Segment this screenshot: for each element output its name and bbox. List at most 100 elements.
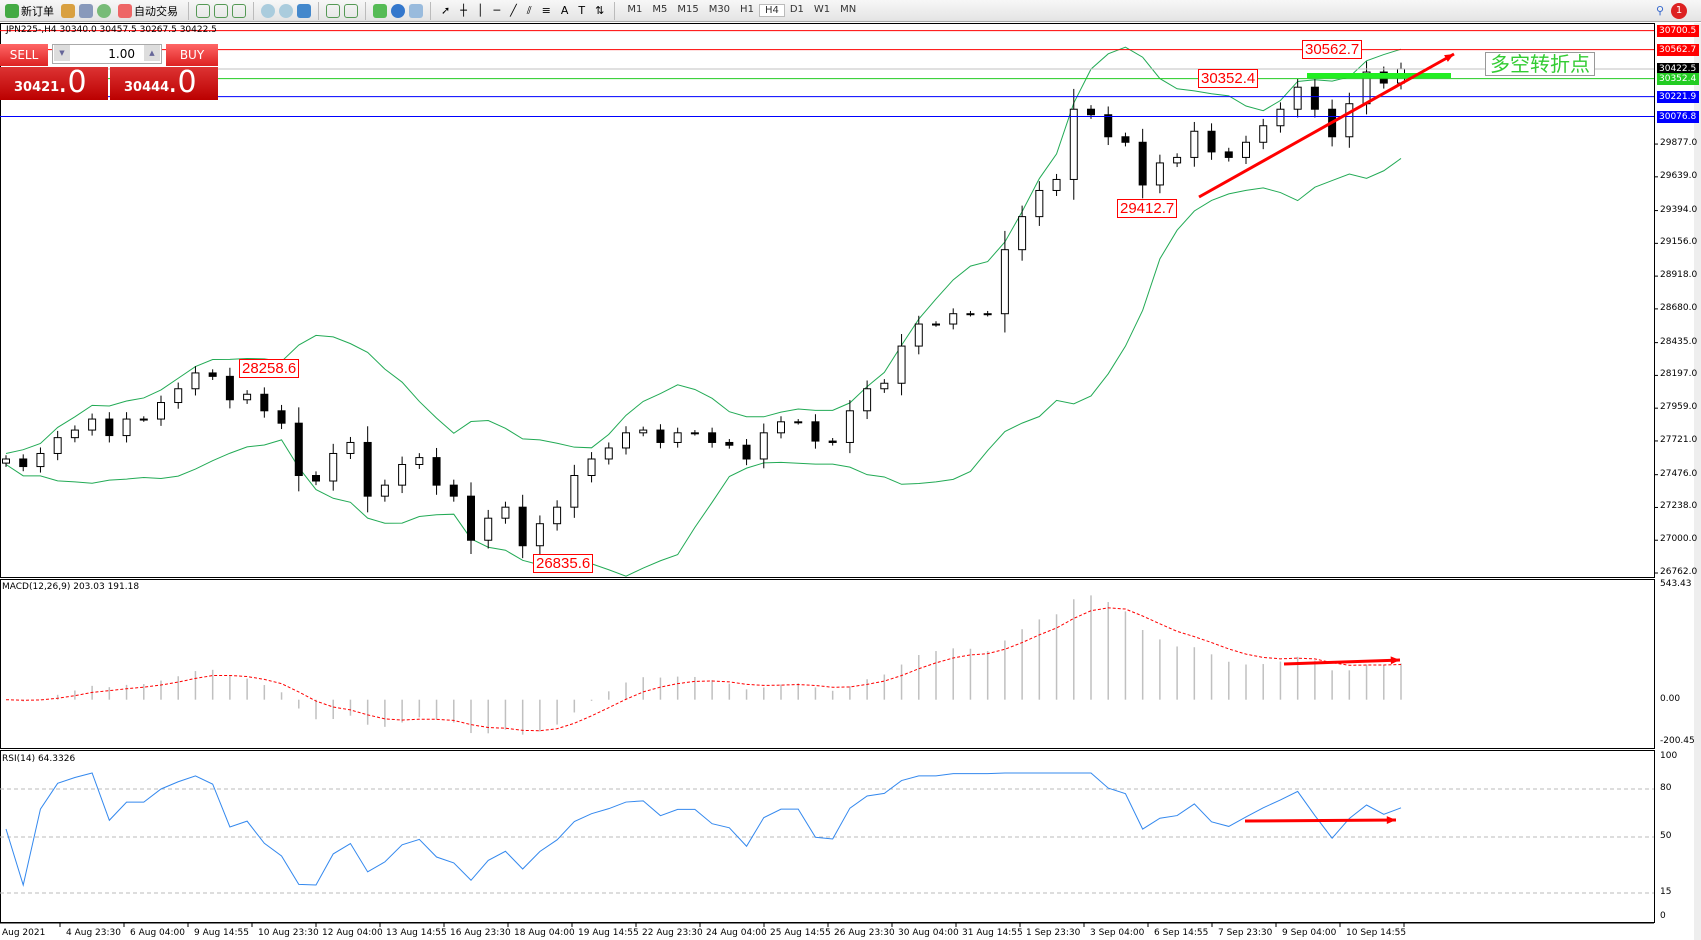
price-line-tag[interactable]: 30076.8	[1657, 110, 1699, 123]
new-order-button[interactable]: 新订单	[2, 2, 57, 20]
bull-candle	[1276, 108, 1285, 127]
horizontal-line-icon[interactable]: ─	[493, 4, 501, 17]
price-annotation[interactable]: 30562.7	[1302, 40, 1363, 59]
time-axis-label: 26 Aug 23:30	[834, 928, 895, 938]
trend-arrow	[1198, 52, 1455, 199]
timeframe-d1[interactable]: D1	[789, 4, 804, 15]
vertical-line-icon[interactable]: │	[476, 4, 484, 17]
timeframe-h1[interactable]: H1	[740, 4, 754, 15]
bull-candle	[1173, 156, 1182, 164]
auto-trade-button[interactable]: 自动交易	[115, 2, 181, 20]
timeframe-m5[interactable]: M5	[652, 4, 668, 15]
candlestick-icon[interactable]	[214, 3, 228, 18]
bar-chart-icon[interactable]	[196, 3, 210, 18]
auto-scroll-icon[interactable]	[326, 3, 340, 18]
price-axis-label: 27721.0	[1660, 434, 1698, 445]
bull-candle	[88, 418, 97, 431]
channel-icon[interactable]: ⫽	[526, 3, 532, 17]
bull-candle	[380, 484, 389, 497]
bull-candle	[604, 447, 613, 460]
price-annotation[interactable]: 28258.6	[239, 359, 300, 378]
bull-candle	[759, 432, 768, 460]
price-annotation[interactable]: 26835.6	[533, 554, 594, 573]
buy-button[interactable]: BUY	[166, 44, 218, 66]
price-line-tag[interactable]: 30700.5	[1657, 24, 1699, 37]
price-line-tag[interactable]: 30562.7	[1657, 43, 1699, 56]
cursor-icon[interactable]: ➚	[441, 4, 451, 17]
timeframe-mn[interactable]: MN	[840, 4, 857, 15]
time-axis-label: 9 Aug 14:55	[194, 928, 249, 938]
arrows-icon[interactable]: ⇅	[595, 4, 605, 17]
text-label-icon[interactable]: T	[578, 4, 586, 17]
price-line-tag[interactable]: 30422.5	[1657, 62, 1699, 75]
bull-candle	[777, 421, 785, 434]
price-line-tag[interactable]: 30352.4	[1657, 72, 1699, 85]
timeframe-m15[interactable]: M15	[677, 4, 699, 15]
divider	[318, 1, 319, 20]
price-axis-label: 28435.0	[1660, 336, 1698, 347]
price-axis-label: 28680.0	[1660, 302, 1698, 313]
bollinger-upper-band	[5, 46, 1402, 454]
symbol-info: JPN225-,H4 30340.0 30457.5 30267.5 30422…	[6, 25, 217, 35]
sell-price-button[interactable]: 30421.0	[0, 65, 108, 100]
timeframe-h4[interactable]: H4	[758, 4, 785, 17]
bull-candle	[1259, 125, 1268, 143]
history-icon[interactable]	[61, 3, 75, 18]
timeframe-m1[interactable]: M1	[627, 4, 643, 15]
signal-icon[interactable]	[97, 3, 111, 18]
time-axis-label: 24 Aug 04:00	[706, 928, 767, 938]
timeframe-m30[interactable]: M30	[708, 4, 731, 15]
bear-candle	[1310, 86, 1319, 110]
rsi-axis-label: 15	[1660, 887, 1672, 897]
price-axis-label: 27476.0	[1660, 468, 1698, 479]
price-axis-label: 29156.0	[1660, 237, 1698, 248]
time-axis-label: 16 Aug 23:30	[450, 928, 511, 938]
bull-candle	[794, 421, 803, 424]
text-icon[interactable]: A	[560, 4, 569, 17]
indicators-icon[interactable]	[373, 3, 387, 18]
zoom-in-icon[interactable]	[261, 3, 275, 18]
bull-candle	[553, 506, 562, 525]
macd-signal-line	[5, 607, 1402, 732]
time-axis-label: 30 Aug 04:00	[898, 928, 959, 938]
zoom-out-icon[interactable]	[279, 3, 293, 18]
rsi-arrow-head	[1386, 816, 1396, 824]
timeframe-w1[interactable]: W1	[813, 4, 831, 15]
lots-up-icon[interactable]: ▲	[144, 45, 160, 61]
notification-badge[interactable]: 1	[1671, 2, 1687, 19]
price-annotation[interactable]: 29412.7	[1117, 199, 1178, 218]
bull-candle	[1242, 141, 1250, 158]
price-line-tag[interactable]: 30221.9	[1657, 90, 1699, 103]
bull-candle	[1155, 162, 1164, 186]
rsi-axis-label: 80	[1660, 783, 1672, 793]
lots-input[interactable]: 1.00	[52, 44, 162, 64]
bull-candle	[983, 313, 992, 316]
reversal-point-note[interactable]: 多空转折点	[1485, 52, 1595, 76]
search-icon[interactable]: ⚲	[1655, 4, 1664, 17]
crosshair-icon[interactable]: ┼	[460, 4, 467, 17]
bull-candle	[622, 432, 630, 449]
sell-button[interactable]: SELL	[0, 44, 48, 66]
bear-candle	[312, 475, 320, 482]
bull-candle	[690, 432, 699, 435]
bear-candle	[1087, 108, 1095, 116]
time-axis-label: 13 Aug 14:55	[386, 928, 447, 938]
price-annotation[interactable]: 30352.4	[1198, 69, 1259, 88]
chart-shift-icon[interactable]	[344, 3, 358, 18]
bull-candle	[673, 432, 682, 443]
divider	[188, 1, 189, 20]
auto-trade-icon	[118, 3, 132, 18]
templates-icon[interactable]	[409, 3, 423, 18]
market-watch-icon[interactable]	[79, 3, 93, 18]
tile-windows-icon[interactable]	[297, 3, 311, 18]
trendline-icon[interactable]: ╱	[510, 4, 517, 17]
buy-price-button[interactable]: 30444.0	[110, 65, 218, 100]
divider	[614, 1, 616, 20]
fibonacci-icon[interactable]: ≡	[541, 4, 551, 17]
rsi-line	[5, 772, 1402, 887]
bull-candle	[484, 517, 493, 541]
line-chart-icon[interactable]	[232, 3, 246, 18]
lots-down-icon[interactable]: ▼	[54, 45, 70, 61]
periods-clock-icon[interactable]	[391, 3, 405, 18]
